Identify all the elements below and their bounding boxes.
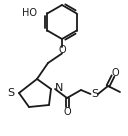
Text: HO: HO <box>22 8 37 18</box>
Text: S: S <box>91 89 99 99</box>
Text: N: N <box>55 83 63 93</box>
Text: S: S <box>7 88 14 98</box>
Text: O: O <box>111 68 119 78</box>
Text: O: O <box>58 45 66 55</box>
Text: O: O <box>63 107 71 117</box>
